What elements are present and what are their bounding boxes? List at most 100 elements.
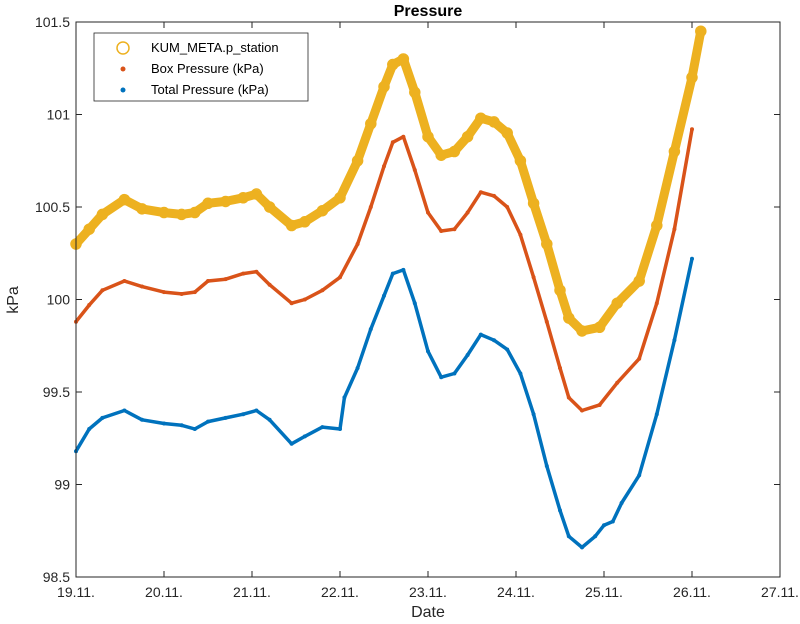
data-point (241, 271, 246, 276)
data-point (368, 327, 373, 332)
data-point (179, 423, 184, 428)
data-point (501, 127, 513, 139)
data-point (87, 427, 92, 431)
data-point (162, 290, 166, 295)
data-point (637, 473, 642, 478)
data-point (531, 275, 536, 280)
data-point (619, 501, 624, 505)
data-point (610, 519, 615, 524)
data-point (122, 279, 127, 283)
data-point (237, 192, 249, 204)
data-point (576, 325, 588, 337)
data-point (518, 371, 523, 376)
data-point (593, 534, 598, 539)
data-point (299, 216, 311, 228)
data-point (695, 25, 707, 37)
data-point (465, 353, 470, 357)
data-point (478, 190, 483, 195)
data-point (439, 229, 444, 234)
legend-marker-station (116, 41, 130, 55)
x-axis-label: Date (411, 604, 445, 621)
data-point (263, 201, 276, 213)
data-point (558, 365, 562, 370)
data-point (320, 425, 325, 430)
series-kum-meta-p-station (70, 25, 707, 337)
data-point (452, 227, 457, 232)
data-point (492, 193, 496, 198)
data-point (302, 297, 307, 302)
data-point (254, 269, 259, 274)
data-point (175, 208, 188, 221)
y-tick-label: 101 (47, 107, 71, 123)
data-point (179, 291, 184, 296)
data-point (686, 71, 698, 84)
data-point (206, 279, 210, 283)
data-point (580, 545, 584, 550)
data-point (223, 277, 228, 282)
ticks-layer: 19.11. 20.11. 21.11. 22.11. 23.11. 24.11. 25.1… (35, 14, 799, 600)
data-point (566, 534, 571, 539)
data-point (637, 356, 642, 361)
data-point (465, 210, 470, 215)
data-point (192, 427, 197, 431)
data-point (382, 293, 386, 298)
data-point (514, 155, 527, 167)
data-point (316, 204, 329, 217)
chart-title: Pressure (394, 3, 463, 20)
data-point (100, 415, 105, 420)
y-axis-label: kPa (5, 286, 22, 314)
x-tick-label: 19.11. (57, 584, 95, 600)
data-point (412, 168, 417, 172)
data-point (136, 203, 148, 215)
data-point (254, 408, 259, 413)
data-point (544, 319, 549, 324)
data-point (334, 192, 346, 204)
data-point (192, 290, 197, 295)
x-tick-label: 21.11. (233, 584, 271, 600)
data-point (518, 232, 523, 237)
data-point (382, 164, 386, 169)
y-tick-label: 99 (54, 477, 70, 493)
data-point (338, 427, 342, 431)
legend-marker-total (120, 87, 126, 93)
y-tick-label: 98.5 (43, 569, 70, 585)
data-point (96, 208, 109, 221)
data-point (566, 395, 571, 400)
data-point (289, 301, 294, 306)
data-point (448, 145, 461, 158)
data-point (365, 118, 377, 130)
data-point (461, 130, 474, 143)
data-point (654, 301, 659, 306)
data-point (267, 417, 272, 422)
data-point (563, 312, 575, 324)
data-point (602, 523, 606, 528)
x-tick-label: 24.11. (497, 584, 535, 600)
data-point (439, 375, 444, 380)
data-point (452, 371, 457, 376)
data-point (544, 464, 549, 468)
data-point (387, 58, 399, 71)
legend-label-box: Box Pressure (kPa) (151, 61, 264, 76)
data-point (597, 402, 602, 407)
legend-label-station: KUM_META.p_station (151, 40, 279, 55)
y-tick-label: 101.5 (35, 14, 70, 30)
plot-area (76, 22, 780, 577)
data-point (122, 408, 127, 413)
data-point (672, 227, 677, 232)
y-tick-label: 100 (47, 292, 71, 308)
data-point (505, 205, 510, 209)
x-tick-label: 23.11. (409, 584, 447, 600)
data-point (654, 412, 659, 417)
x-tick-label: 26.11. (673, 584, 711, 600)
data-point (368, 205, 373, 209)
data-point (140, 417, 144, 422)
data-point (690, 127, 694, 132)
data-point (475, 112, 487, 124)
data-point (426, 210, 430, 215)
data-point (87, 303, 92, 308)
data-point (118, 193, 131, 206)
data-point (158, 206, 170, 219)
series-layer (70, 25, 707, 550)
data-point (558, 508, 562, 513)
data-point (390, 271, 395, 276)
